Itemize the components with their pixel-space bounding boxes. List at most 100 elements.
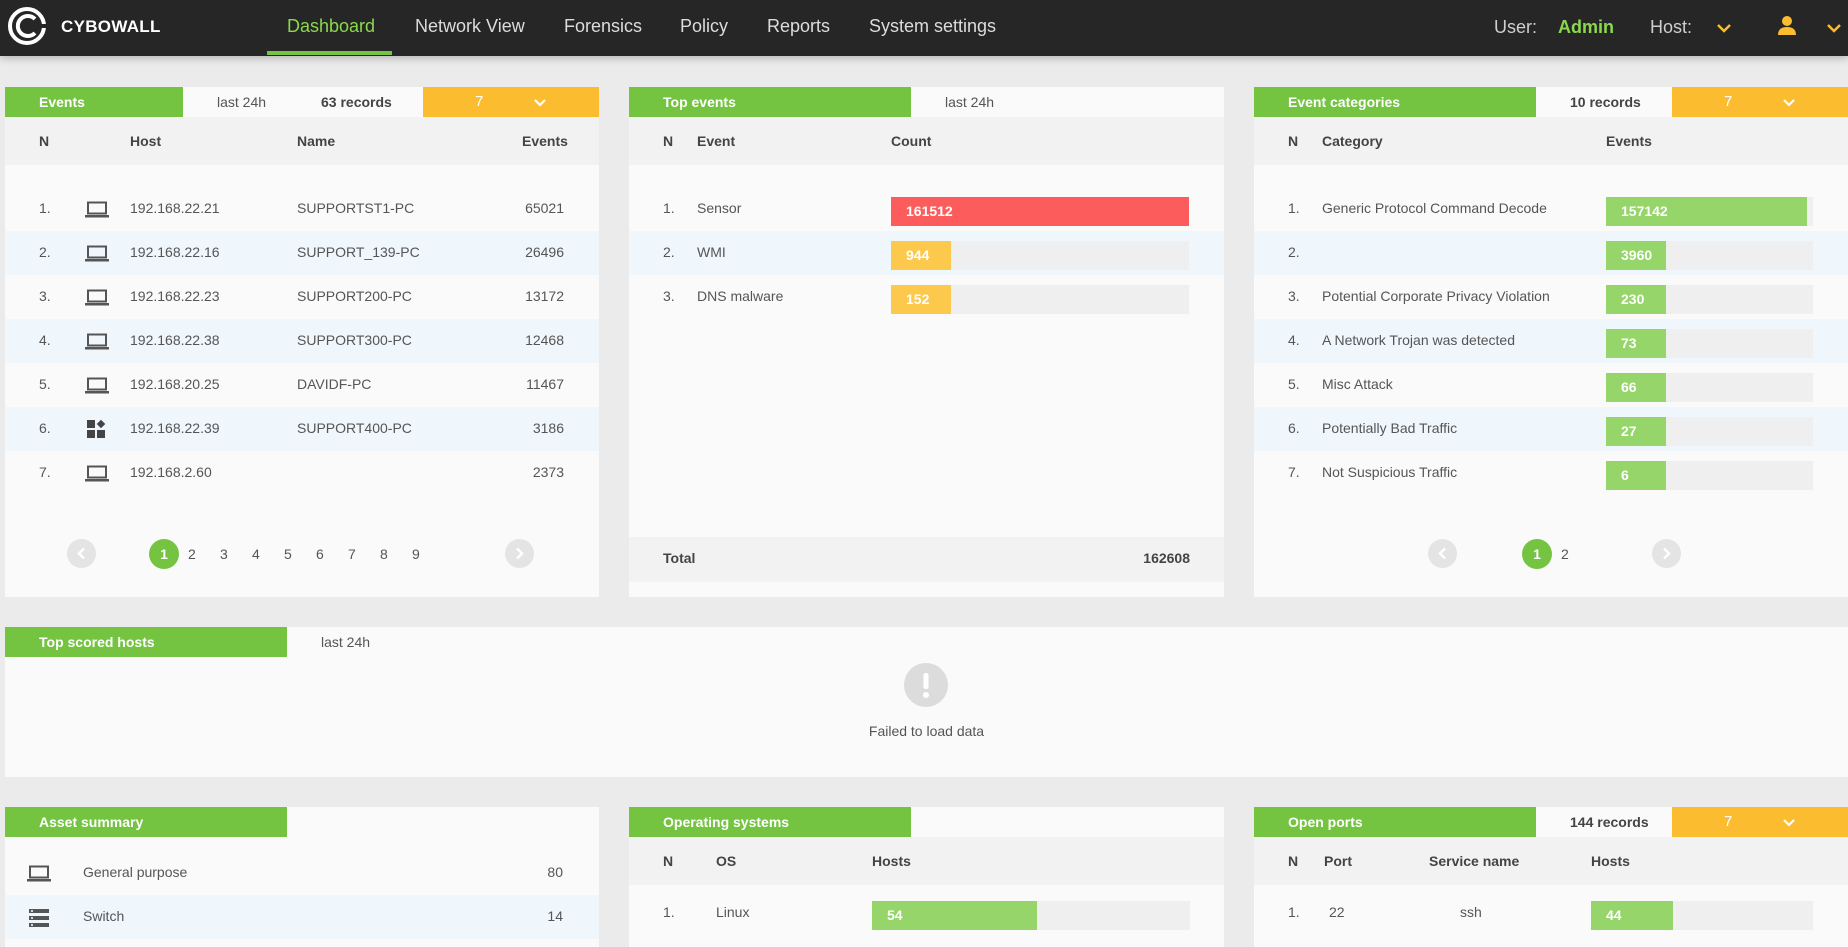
events-panel: Events last 24h 63 records 7 N Host Name… [5, 87, 599, 597]
col-events[interactable]: Events [1606, 133, 1652, 149]
host-ip[interactable]: 192.168.22.23 [130, 288, 220, 304]
col-name[interactable]: Name [297, 133, 336, 149]
table-row[interactable]: 1. 192.168.22.21 SUPPORTST1-PC 65021 [5, 187, 599, 231]
table-row[interactable]: 7. Not Suspicious Traffic 6 [1254, 451, 1848, 495]
nav-forensics[interactable]: Forensics [564, 16, 643, 36]
row-number: 1. [1288, 904, 1300, 920]
nav-network-view[interactable]: Network View [415, 16, 525, 36]
page-2-button[interactable]: 2 [1561, 546, 1569, 562]
next-page-button[interactable] [1652, 539, 1681, 568]
table-row[interactable]: 6. 192.168.22.39 SUPPORT400-PC 3186 [5, 407, 599, 451]
row-number: 7. [1288, 464, 1300, 480]
nav-reports[interactable]: Reports [767, 16, 831, 36]
table-row[interactable]: 3. DNS malware 152 [629, 275, 1224, 319]
page-5-button[interactable]: 5 [284, 546, 292, 562]
row-number: 3. [39, 288, 51, 304]
table-row[interactable]: 1. 22 ssh 44 [1254, 891, 1848, 935]
row-limit-value: 7 [1724, 93, 1733, 110]
events-value: 3960 [1621, 247, 1653, 263]
row-number: 3. [663, 288, 675, 304]
user-profile-icon[interactable] [1776, 14, 1798, 36]
col-service-name[interactable]: Service name [1429, 853, 1520, 869]
host-dropdown-chevron-icon[interactable] [1716, 23, 1732, 33]
col-event[interactable]: Event [697, 133, 736, 149]
col-hosts[interactable]: Hosts [872, 853, 911, 869]
host-ip[interactable]: 192.168.2.60 [130, 464, 212, 480]
events-bar-fill [1606, 241, 1667, 270]
col-n[interactable]: N [1288, 853, 1299, 869]
page-9-button[interactable]: 9 [412, 546, 420, 562]
page-8-button[interactable]: 8 [380, 546, 388, 562]
laptop-icon [85, 201, 109, 218]
page-1-button[interactable]: 1 [149, 539, 179, 569]
page-6-button[interactable]: 6 [316, 546, 324, 562]
col-events[interactable]: Events [522, 133, 568, 149]
switch-icon [29, 909, 49, 927]
col-n[interactable]: N [663, 853, 674, 869]
page-4-button[interactable]: 4 [252, 546, 260, 562]
nav-policy[interactable]: Policy [680, 16, 729, 36]
count-bar: 161512 [891, 197, 1189, 226]
host-ip[interactable]: 192.168.20.25 [130, 376, 220, 392]
events-value: 157142 [1621, 203, 1668, 219]
col-n[interactable]: N [663, 133, 674, 149]
table-header: N Event Count [629, 117, 1224, 165]
col-os[interactable]: OS [716, 853, 737, 869]
table-row[interactable]: 5. Misc Attack 66 [1254, 363, 1848, 407]
nav-dashboard[interactable]: Dashboard [287, 16, 376, 36]
host-ip[interactable]: 192.168.22.39 [130, 420, 220, 436]
events-bar-fill [1606, 285, 1667, 314]
asset-row[interactable]: General purpose 80 [5, 851, 599, 895]
col-hosts[interactable]: Hosts [1591, 853, 1630, 869]
user-name[interactable]: Admin [1558, 17, 1614, 37]
col-n[interactable]: N [39, 133, 50, 149]
col-host[interactable]: Host [130, 133, 162, 149]
previous-page-button[interactable] [67, 539, 96, 568]
host-ip[interactable]: 192.168.22.21 [130, 200, 220, 216]
table-row[interactable]: 1. Sensor 161512 [629, 187, 1224, 231]
event-count: 13172 [525, 288, 564, 304]
asset-row[interactable]: Switch 14 [5, 895, 599, 939]
table-row[interactable]: 6. Potentially Bad Traffic 27 [1254, 407, 1848, 451]
table-row[interactable]: 2. 192.168.22.16 SUPPORT_139-PC 26496 [5, 231, 599, 275]
laptop-icon [27, 865, 51, 882]
table-row[interactable]: 3. 192.168.22.23 SUPPORT200-PC 13172 [5, 275, 599, 319]
table-row[interactable]: 4. A Network Trojan was detected 73 [1254, 319, 1848, 363]
page-7-button[interactable]: 7 [348, 546, 356, 562]
record-count: 144 records [1570, 814, 1649, 830]
open-ports-panel: Open ports 144 records 7 N Port Service … [1254, 807, 1848, 947]
table-row[interactable]: 4. 192.168.22.38 SUPPORT300-PC 12468 [5, 319, 599, 363]
table-row[interactable]: 7. 192.168.2.60 2373 [5, 451, 599, 495]
host-ip[interactable]: 192.168.22.16 [130, 244, 220, 260]
row-limit-value: 7 [475, 93, 484, 110]
count-value: 152 [906, 291, 930, 307]
table-row[interactable]: 5. 192.168.20.25 DAVIDF-PC 11467 [5, 363, 599, 407]
category-name: Misc Attack [1322, 376, 1393, 392]
page-2-button[interactable]: 2 [188, 546, 196, 562]
table-row[interactable]: 1. Generic Protocol Command Decode 157142 [1254, 187, 1848, 231]
table-row[interactable]: 2. 3960 [1254, 231, 1848, 275]
os-name: Linux [716, 904, 750, 920]
events-value: 230 [1621, 291, 1645, 307]
events-bar-fill [1606, 197, 1807, 226]
events-bar: 157142 [1606, 197, 1813, 226]
row-limit-dropdown[interactable]: 7 [1672, 807, 1848, 837]
col-port[interactable]: Port [1324, 853, 1352, 869]
col-count[interactable]: Count [891, 133, 932, 149]
user-menu-chevron-icon[interactable] [1826, 23, 1842, 33]
next-page-button[interactable] [505, 539, 534, 568]
page-1-button[interactable]: 1 [1522, 539, 1552, 569]
table-row[interactable]: 1. Linux 54 [629, 891, 1224, 935]
row-limit-dropdown[interactable]: 7 [1672, 87, 1848, 117]
page-3-button[interactable]: 3 [220, 546, 228, 562]
col-category[interactable]: Category [1322, 133, 1383, 149]
host-ip[interactable]: 192.168.22.38 [130, 332, 220, 348]
previous-page-button[interactable] [1428, 539, 1457, 568]
row-limit-dropdown[interactable]: 7 [423, 87, 599, 117]
table-row[interactable]: 3. Potential Corporate Privacy Violation 2… [1254, 275, 1848, 319]
nav-system-settings[interactable]: System settings [869, 16, 997, 36]
chevron-left-icon [1438, 547, 1446, 560]
col-n[interactable]: N [1288, 133, 1299, 149]
table-row[interactable]: 2. WMI 944 [629, 231, 1224, 275]
